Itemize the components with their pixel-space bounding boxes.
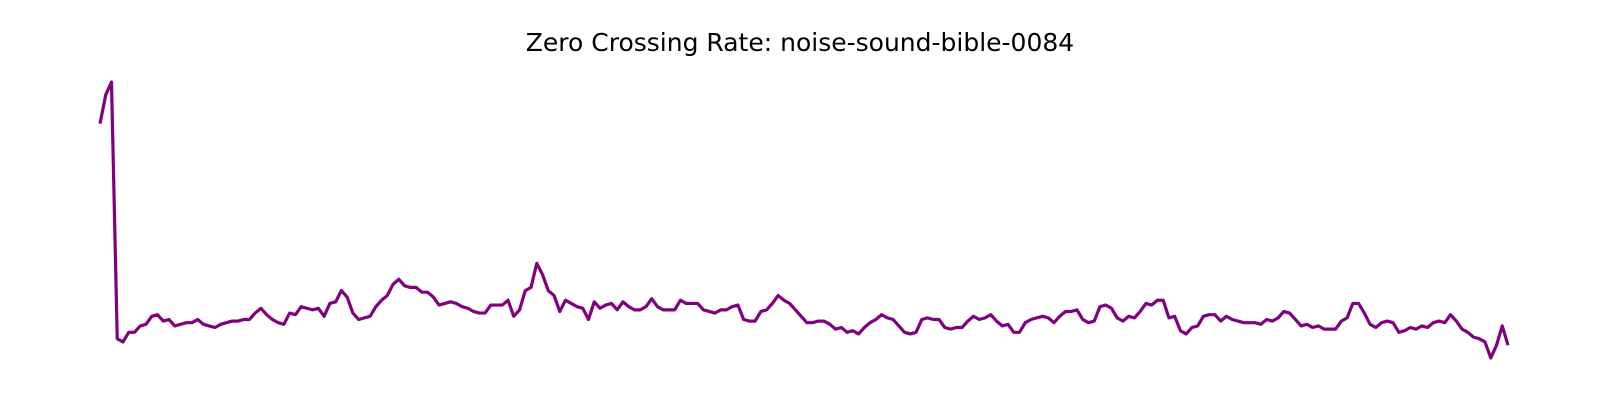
zcr-series-line-0	[98, 80, 1510, 360]
chart-title: Zero Crossing Rate: noise-sound-bible-00…	[526, 28, 1074, 57]
plot-area	[98, 80, 1510, 360]
